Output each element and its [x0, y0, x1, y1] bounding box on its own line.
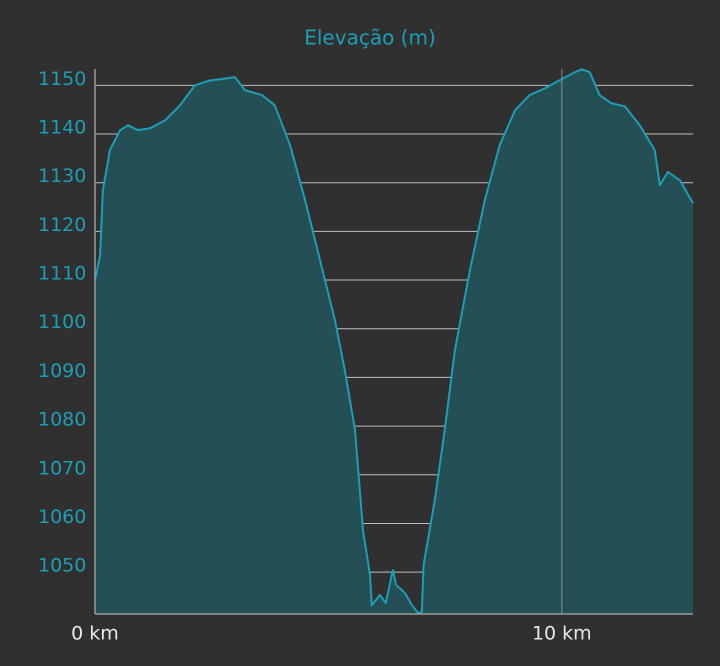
- chart-title: Elevação (m): [304, 26, 436, 50]
- y-tick-label: 1090: [38, 360, 86, 382]
- area-fill: [95, 69, 693, 615]
- y-tick-label: 1120: [38, 214, 86, 236]
- y-tick-label: 1140: [38, 117, 86, 139]
- y-tick-label: 1100: [38, 311, 86, 333]
- y-tick-label: 1060: [38, 506, 86, 528]
- y-tick-label: 1080: [38, 409, 86, 431]
- y-tick-label: 1070: [38, 457, 86, 479]
- y-tick-label: 1150: [38, 68, 86, 90]
- y-tick-label: 1050: [38, 555, 86, 577]
- y-tick-label: 1130: [38, 165, 86, 187]
- y-tick-label: 1110: [38, 263, 86, 285]
- x-tick-label: 0 km: [71, 623, 119, 645]
- elevation-line: [94, 68, 694, 614]
- x-tick-label: 10 km: [532, 623, 592, 645]
